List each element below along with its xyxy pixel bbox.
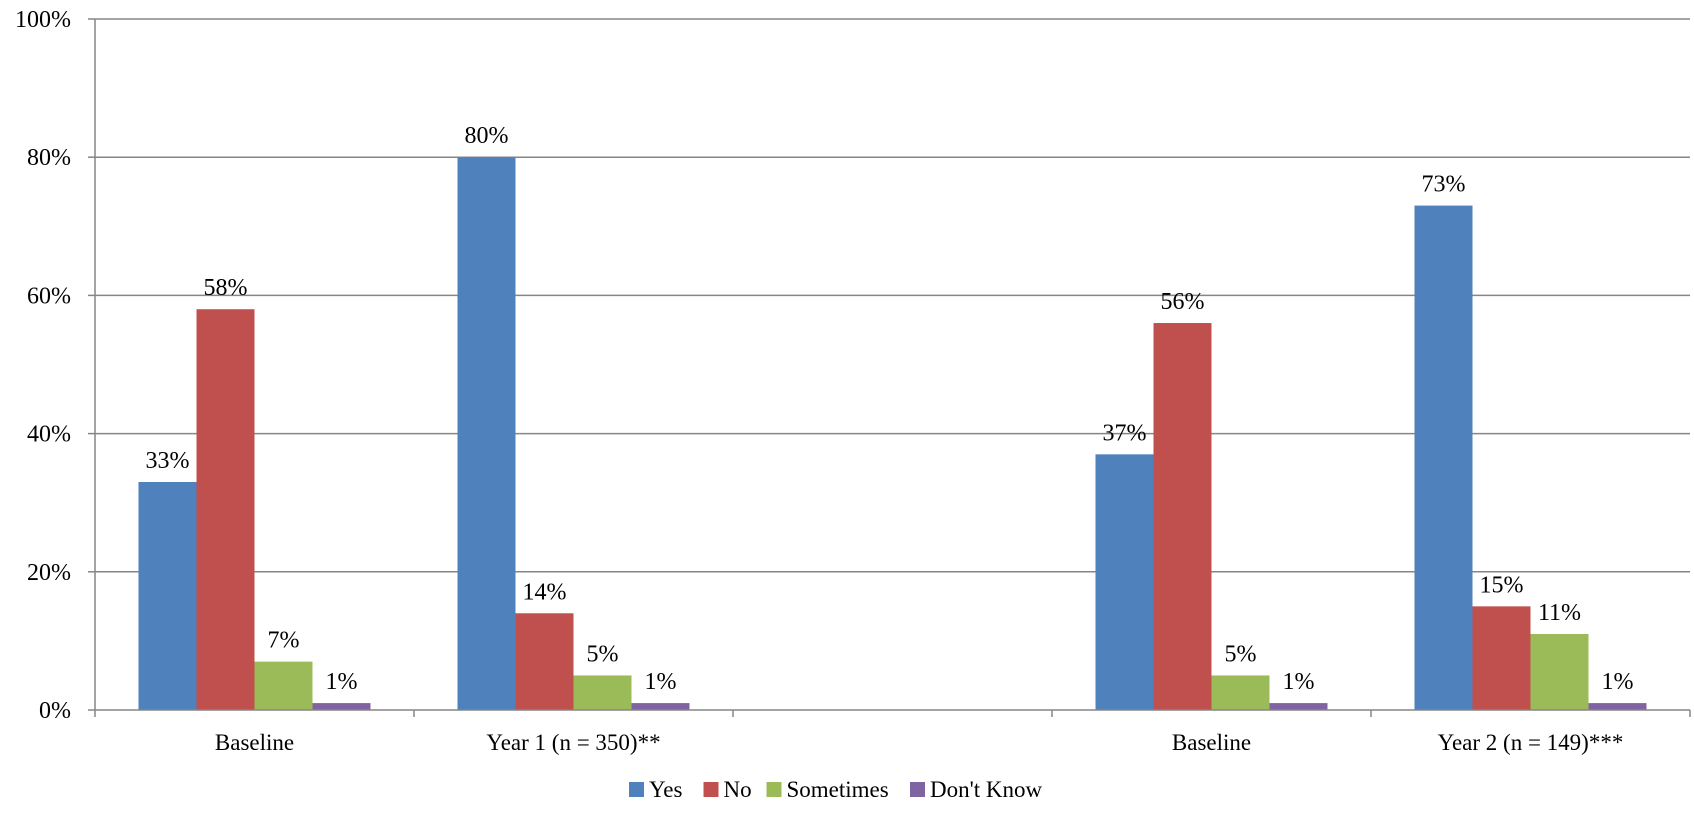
data-label: 73% [1422,172,1466,198]
bar [573,675,632,710]
data-label: 15% [1480,572,1524,598]
bars [138,157,1647,710]
bar [1530,633,1589,710]
bar [631,703,690,710]
bar [1153,323,1212,710]
bar [312,703,371,710]
bar [1211,675,1270,710]
data-label: 1% [1602,669,1634,695]
bar [1414,205,1473,710]
data-label: 14% [523,579,567,605]
data-label: 56% [1161,289,1205,315]
data-label: 80% [465,123,509,149]
data-label: 11% [1538,600,1581,626]
bar [1588,703,1647,710]
legend-item-label: No [724,777,752,802]
data-label: 1% [326,669,358,695]
legend-swatch [766,782,782,797]
y-tick-label: 40% [27,422,71,448]
y-tick-label: 100% [15,7,71,33]
data-label: 7% [268,628,300,654]
legend-item-label: Don't Know [930,777,1043,802]
x-category-label: Baseline [215,730,294,755]
legend: Yes No Sometimes Don't Know [629,777,1043,802]
bar [138,481,197,710]
bar [1472,606,1531,710]
legend-swatch [703,782,719,797]
data-label: 5% [587,641,619,667]
bar [515,613,574,710]
y-tick-label: 20% [27,560,71,586]
bar [457,157,516,710]
data-label: 37% [1103,420,1147,446]
data-label: 1% [1283,669,1315,695]
bar [254,661,313,710]
data-label: 5% [1225,641,1257,667]
y-tick-label: 0% [39,698,71,724]
x-category-label: Year 2 (n = 149)*** [1438,730,1624,755]
bar [1095,454,1154,710]
legend-item-label: Yes [649,777,683,802]
legend-swatch [629,782,644,797]
bar [196,309,255,710]
y-tick-label: 80% [27,145,71,171]
legend-swatch [910,782,925,797]
x-category-label: Year 1 (n = 350)** [486,730,660,755]
bar [1269,703,1328,710]
x-category-label: Baseline [1172,730,1251,755]
axes: 0% 20% 40% 60% 80% 100% Baseline Year 1 (n = 35… [15,7,1691,755]
legend-item-label: Sometimes [787,777,889,802]
data-labels: 33% 80% 37% 73% 58% 14% 56% 15% 7% 5% 5% 11% 1% 1% 1% 1… [146,123,1634,695]
data-label: 1% [645,669,677,695]
data-label: 58% [204,275,248,301]
data-label: 33% [146,448,190,474]
y-tick-label: 60% [27,283,71,309]
